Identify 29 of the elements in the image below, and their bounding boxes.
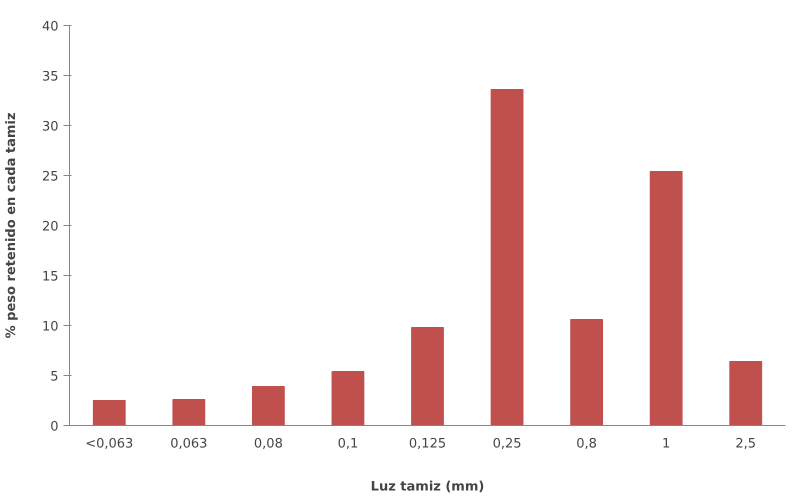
x-tick-label: 0,1 [338, 436, 358, 452]
x-tick-label: 0,25 [492, 436, 522, 452]
y-tick-label: 40 [42, 20, 59, 34]
bar [729, 361, 762, 426]
y-tick-label: 10 [42, 320, 59, 334]
x-tick-label: 0,125 [408, 436, 446, 452]
x-tick-label: 1 [662, 436, 670, 452]
bar [92, 400, 126, 426]
bar [490, 89, 524, 426]
x-tick-label: 0,063 [170, 436, 208, 452]
x-tick-label: 2,5 [735, 436, 756, 452]
bar [650, 171, 683, 426]
x-tick-label: 0,08 [254, 436, 283, 452]
y-tick-label: 35 [42, 70, 59, 84]
y-axis-title: % peso retenido en cada tamiz [4, 112, 19, 338]
bar [570, 319, 604, 426]
x-axis-title: Luz tamiz (mm) [370, 480, 484, 494]
x-tick-label: 0,8 [576, 436, 597, 452]
bar [172, 399, 206, 426]
bar [332, 371, 364, 426]
bar [411, 327, 444, 426]
x-tick-label: <0,063 [85, 436, 134, 452]
y-tick-label: 15 [42, 270, 59, 284]
y-tick-label: 0 [50, 420, 59, 434]
y-tick-label: 5 [50, 370, 59, 384]
bar [252, 386, 285, 426]
y-tick-label: 20 [42, 220, 59, 234]
y-tick-label: 30 [42, 120, 59, 134]
y-tick-label: 25 [42, 170, 59, 184]
